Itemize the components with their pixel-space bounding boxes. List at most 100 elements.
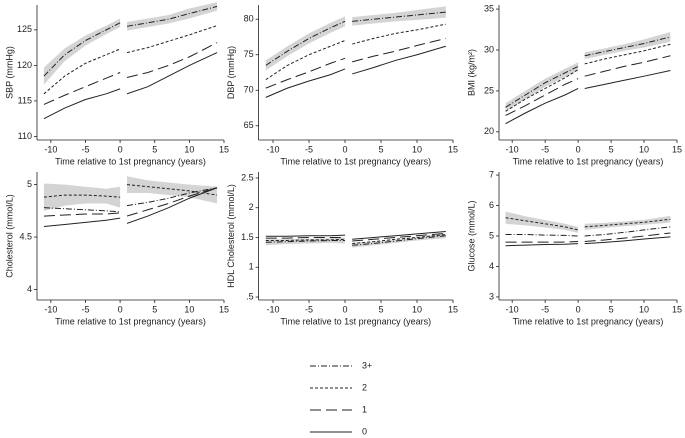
series-line	[265, 231, 446, 240]
x-tick-label: 0	[118, 144, 123, 154]
legend-label: 3+	[362, 360, 372, 370]
y-axis-title: Glucose (mmol/L)	[466, 200, 476, 271]
y-tick-label: 110	[18, 131, 32, 141]
x-tick-label: 5	[152, 144, 157, 154]
y-tick-label: 2	[249, 202, 254, 212]
x-tick-label: 10	[184, 304, 194, 314]
x-tick-label: -10	[506, 144, 519, 154]
series-line	[265, 23, 446, 81]
y-tick-label: 125	[17, 24, 32, 34]
confidence-band	[127, 2, 218, 31]
x-axis-title: Time relative to 1st pregnancy (years)	[280, 156, 431, 166]
legend-label: 1	[362, 404, 367, 414]
x-tick-label: 0	[576, 304, 581, 314]
y-tick-label: 5	[27, 179, 32, 189]
x-axis-title: Time relative to 1st pregnancy (years)	[55, 316, 206, 326]
x-axis-title: Time relative to 1st pregnancy (years)	[280, 316, 431, 326]
series-line	[505, 232, 671, 243]
series-line	[43, 187, 218, 217]
x-tick-label: -10	[266, 144, 279, 154]
x-tick-label: -10	[44, 144, 57, 154]
series-line	[43, 187, 218, 228]
x-tick-label: -5	[305, 144, 313, 154]
x-tick-label: 10	[184, 144, 194, 154]
series-line	[43, 187, 218, 213]
x-axis-title: Time relative to 1st pregnancy (years)	[513, 156, 664, 166]
y-tick-label: 7	[489, 169, 494, 179]
y-tick-label: 4	[27, 284, 32, 294]
series-line	[43, 5, 218, 77]
x-tick-label: 15	[219, 304, 229, 314]
series-line	[43, 184, 218, 198]
y-tick-label: 75	[244, 49, 254, 59]
series-line	[43, 25, 218, 95]
series-line	[265, 37, 446, 89]
series-line	[265, 235, 446, 246]
confidence-band	[584, 215, 671, 230]
x-tick-label: 0	[576, 144, 581, 154]
y-tick-label: 80	[244, 14, 254, 24]
y-tick-label: 35	[484, 3, 494, 13]
x-tick-label: 15	[448, 304, 458, 314]
y-tick-label: 25	[484, 85, 494, 95]
y-tick-label: 1	[249, 262, 254, 272]
x-tick-label: -10	[506, 304, 519, 314]
y-tick-label: 70	[244, 85, 254, 95]
y-tick-label: 20	[484, 126, 494, 136]
confidence-band	[352, 6, 446, 26]
y-tick-label: 65	[244, 120, 254, 130]
x-tick-label: -5	[81, 304, 89, 314]
confidence-band	[505, 211, 579, 233]
series-line	[265, 11, 446, 66]
y-tick-label: 3	[489, 291, 494, 301]
confidence-band	[265, 237, 345, 246]
x-tick-label: -5	[541, 304, 549, 314]
y-tick-label: 1.5	[241, 232, 254, 242]
y-axis-title: Cholesterol (mmol/L)	[4, 194, 14, 278]
y-tick-label: 120	[17, 60, 32, 70]
series-line	[505, 226, 671, 237]
legend-label: 0	[362, 426, 367, 436]
series-line	[43, 42, 218, 105]
series-line	[505, 36, 671, 108]
y-tick-label: 4.5	[19, 231, 32, 241]
x-tick-label: -5	[81, 144, 89, 154]
x-tick-label: 15	[219, 144, 229, 154]
series-line	[265, 45, 446, 98]
confidence-band	[584, 32, 671, 59]
confidence-band	[43, 183, 121, 211]
x-axis-title: Time relative to 1st pregnancy (years)	[513, 316, 664, 326]
x-tick-label: 5	[378, 144, 383, 154]
x-axis-title: Time relative to 1st pregnancy (years)	[55, 156, 206, 166]
series-line	[505, 55, 671, 116]
y-tick-label: 4	[489, 261, 494, 271]
x-tick-label: -5	[305, 304, 313, 314]
x-tick-label: 0	[342, 144, 347, 154]
x-tick-label: 5	[378, 304, 383, 314]
series-line	[505, 236, 671, 247]
y-axis-title: DBP (mmHg)	[226, 46, 236, 99]
x-tick-label: 0	[118, 304, 123, 314]
x-tick-label: 15	[448, 144, 458, 154]
y-axis-title: BMI (kg/m²)	[466, 49, 476, 96]
x-tick-label: 15	[672, 304, 682, 314]
series-line	[265, 232, 446, 242]
x-tick-label: 0	[342, 304, 347, 314]
confidence-band	[43, 18, 121, 85]
x-tick-label: 10	[412, 304, 422, 314]
x-tick-label: 5	[609, 144, 614, 154]
x-tick-label: 5	[609, 304, 614, 314]
x-tick-label: 10	[639, 304, 649, 314]
y-tick-label: .5	[246, 291, 254, 301]
x-tick-label: 10	[412, 144, 422, 154]
x-tick-label: -10	[44, 304, 57, 314]
series-line	[505, 43, 671, 112]
y-tick-label: 2.5	[241, 172, 254, 182]
y-tick-label: 115	[18, 95, 32, 105]
series-line	[505, 217, 671, 231]
series-line	[43, 52, 218, 120]
y-axis-title: HDL Cholesterol (mmol/L)	[226, 184, 236, 288]
y-tick-label: 30	[484, 44, 494, 54]
x-tick-label: -10	[266, 304, 279, 314]
